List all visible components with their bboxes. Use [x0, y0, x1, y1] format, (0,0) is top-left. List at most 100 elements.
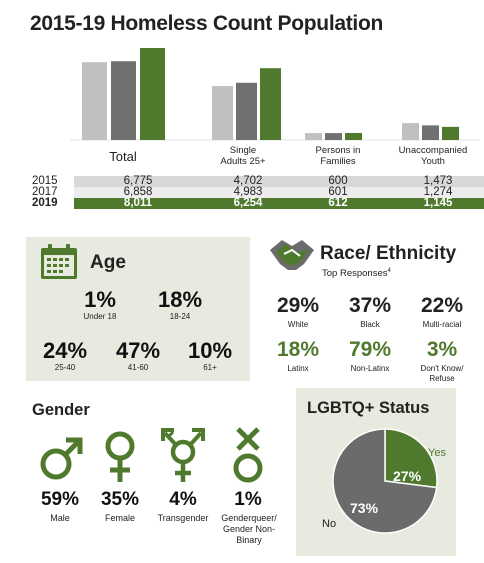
gender-pct: 4%: [169, 489, 197, 510]
category-label-youth: Unaccompanied Youth: [388, 145, 478, 167]
lgbtq-title: LGBTQ+ Status: [307, 399, 430, 417]
lgbtq-pie-chart: [332, 428, 438, 534]
bar-2019-3: [442, 126, 459, 140]
handshake-icon: [270, 240, 314, 270]
homeless-count-bar-chart: [70, 48, 480, 141]
race-pct: 3%: [426, 338, 458, 361]
race-subtitle: Top Responses4: [322, 268, 391, 279]
age-label: 18-24: [169, 312, 191, 321]
table-year: 2015: [32, 175, 58, 187]
table-row: 2017 6,858 4,983 601 1,274: [26, 186, 484, 198]
bar-2017-0: [111, 61, 136, 140]
gender-pct: 1%: [234, 489, 262, 510]
gender-label-line: Binary: [236, 535, 262, 545]
gender-pct: 35%: [100, 489, 140, 510]
age-title: Age: [90, 252, 126, 273]
age-label: 25-40: [54, 363, 76, 372]
race-title: Race/ Ethnicity: [320, 243, 457, 264]
gender-label: Male: [50, 513, 70, 523]
bar-2017-3: [422, 125, 439, 140]
race-pct: 37%: [348, 294, 392, 317]
bar-2019-2: [345, 132, 362, 140]
table-cell: 1,473: [423, 175, 453, 187]
race-pct: 29%: [276, 294, 320, 317]
row-band: [74, 198, 484, 209]
transgender-icon: [161, 428, 205, 482]
category-label-single-adults: Single Adults 25+: [208, 145, 278, 167]
bar-2015-2: [305, 133, 322, 140]
race-label: Black: [360, 320, 380, 329]
pie-label-no: No: [322, 518, 337, 530]
table-cell: 612: [328, 197, 348, 209]
bar-2019-0: [140, 48, 165, 140]
female-icon: [105, 431, 135, 482]
category-label-line: Families: [320, 156, 356, 167]
gender-label-line: Gender Non-: [222, 524, 276, 534]
race-label: Multi-racial: [422, 320, 462, 329]
table-cell: 4,983: [233, 186, 263, 198]
category-label-total: Total: [109, 149, 137, 164]
age-label: Under 18: [83, 312, 117, 321]
genderqueer-icon: [233, 427, 263, 483]
table-year: 2019: [32, 197, 58, 209]
race-subtitle-text: Top Responses: [322, 268, 388, 280]
category-label-families: Persons in Families: [298, 145, 378, 167]
gender-label: Female: [104, 513, 135, 523]
race-label: Latinx: [287, 364, 309, 373]
table-cell: 8,011: [123, 197, 153, 209]
pie-pct-yes: 27%: [393, 468, 422, 484]
row-band: [74, 187, 484, 198]
gender-label: Transgender: [157, 513, 209, 523]
table-cell: 600: [328, 175, 348, 187]
male-icon: [40, 437, 83, 480]
table-cell: 1,145: [423, 197, 453, 209]
age-label: 61+: [203, 363, 217, 372]
race-label-line: Don't Know/: [420, 364, 464, 373]
table-cell: 6,775: [123, 175, 153, 187]
bar-2017-2: [325, 133, 342, 140]
category-label-line: Persons in: [315, 145, 361, 156]
pie-slice-no: [332, 428, 438, 534]
race-label-line: Refuse: [429, 374, 455, 383]
age-pct: 10%: [187, 338, 233, 363]
age-pct: 47%: [115, 338, 161, 363]
category-label-line: Adults 25+: [220, 156, 266, 167]
race-label: Don't Know/ Refuse: [407, 364, 477, 384]
pie-label-yes: Yes: [428, 447, 446, 459]
race-label: Non-Latinx: [350, 364, 390, 373]
age-pct: 1%: [84, 287, 116, 312]
bar-2015-1: [212, 86, 233, 140]
gender-title: Gender: [32, 401, 90, 419]
race-label: White: [287, 320, 309, 329]
age-label: 41-60: [127, 363, 149, 372]
bar-2019-1: [260, 68, 281, 140]
race-pct: 22%: [420, 294, 464, 317]
category-label-line: Youth: [421, 156, 445, 167]
table-cell: 6,254: [233, 197, 263, 209]
table-year: 2017: [32, 186, 58, 198]
pie-pct-no: 73%: [350, 500, 379, 516]
age-pct: 24%: [42, 338, 88, 363]
pie-slice-yes: [384, 428, 438, 489]
table-row: 2015 6,775 4,702 600 1,473: [26, 175, 484, 187]
gender-label-line: Genderqueer/: [221, 513, 277, 523]
category-label-line: Single: [229, 145, 257, 156]
table-cell: 1,274: [423, 186, 453, 198]
calendar-icon: [41, 244, 77, 279]
race-pct: 18%: [276, 338, 320, 361]
bar-2015-3: [402, 123, 419, 140]
race-pct: 79%: [348, 338, 392, 361]
category-label-line: Unaccompanied: [398, 145, 468, 156]
row-band: [74, 176, 484, 187]
gender-label: Genderqueer/ Gender Non- Binary: [213, 513, 285, 546]
gender-pct: 59%: [40, 489, 80, 510]
table-cell: 6,858: [123, 186, 153, 198]
page-title: 2015-19 Homeless Count Population: [30, 12, 384, 35]
bar-2015-0: [82, 62, 107, 140]
bar-2017-1: [236, 82, 257, 140]
table-row: 2019 8,011 6,254 612 1,145: [26, 197, 484, 209]
age-pct: 18%: [157, 287, 203, 312]
table-cell: 601: [328, 186, 348, 198]
table-cell: 4,702: [233, 175, 263, 187]
race-footnote-mark: 4: [387, 268, 391, 274]
